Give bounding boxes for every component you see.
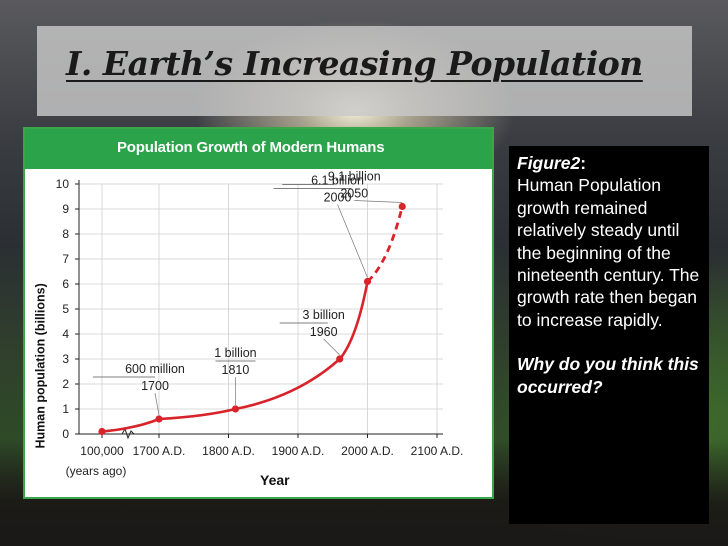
caption-body: Human Population growth remained relativ… [517, 175, 700, 330]
y-tick-label: 5 [62, 302, 69, 316]
annotation-value: 6.1 billion [311, 174, 364, 188]
annotation-leader [337, 204, 368, 278]
x-tick-sublabel: (years ago) [66, 464, 127, 478]
y-tick-label: 9 [62, 202, 69, 216]
annotation-year: 1960 [310, 325, 338, 339]
annotation-year: 1810 [222, 363, 250, 377]
figure-label: Figure2 [517, 153, 581, 173]
data-point [398, 202, 406, 211]
data-point [336, 355, 344, 363]
annotation-year: 1700 [141, 379, 169, 393]
chart-panel: Population Growth of Modern Humans 0 1 2 3 4… [23, 127, 494, 499]
data-point [363, 277, 372, 286]
y-axis-title: Human population (billions) [33, 283, 48, 449]
annotation-leader [323, 338, 340, 356]
y-tick-label: 6 [62, 277, 69, 291]
annotation-year: 2050 [340, 187, 368, 201]
axis-break-mark [121, 427, 135, 440]
chart-header: Population Growth of Modern Humans [25, 129, 492, 169]
x-tick-label: 1800 A.D. [202, 444, 255, 458]
y-tick-label: 10 [56, 177, 70, 191]
caption-question: Why do you think this occurred? [517, 354, 699, 397]
x-axis-title: Year [260, 472, 290, 488]
annotation-year: 2000 [324, 191, 352, 205]
x-tick-label: 100,000 [80, 444, 124, 458]
title-bar [37, 26, 692, 116]
annotation-value: 3 billion [303, 308, 345, 322]
y-tick-label: 7 [62, 252, 69, 266]
figure-label-colon: : [580, 153, 587, 173]
chart-title: Population Growth of Modern Humans [117, 139, 385, 156]
y-tick-label: 1 [62, 402, 69, 416]
y-tick-label: 0 [62, 427, 69, 441]
caption-box: Figure2: Human Population growth remaine… [509, 146, 709, 524]
slide-title: I. Earth’s Increasing Population [66, 44, 643, 83]
population-chart: 0 1 2 3 4 5 6 7 8 9 10 100,000 (years ago) 1700 A.D. 1… [56, 170, 464, 479]
x-tick-label: 2100 A.D. [411, 444, 464, 458]
y-tick-label: 8 [62, 227, 69, 241]
data-point [98, 427, 106, 436]
annotation-leader [154, 392, 160, 416]
series-line-projected [366, 206, 404, 283]
series-line-historical [101, 281, 369, 433]
x-tick-label: 1900 A.D. [272, 444, 325, 458]
y-tick-label: 3 [62, 352, 69, 366]
x-tick-label: 1700 A.D. [133, 444, 186, 458]
annotation-leader [354, 200, 403, 203]
data-point [155, 415, 163, 423]
y-tick-label: 4 [62, 327, 69, 341]
x-tick-label: 2000 A.D. [341, 444, 394, 458]
y-tick-label: 2 [62, 377, 69, 391]
annotation-value: 600 million [125, 362, 185, 376]
annotation-value: 1 billion [214, 346, 256, 360]
annotation-value: 9.1 billion [328, 170, 381, 184]
data-point [231, 405, 240, 413]
